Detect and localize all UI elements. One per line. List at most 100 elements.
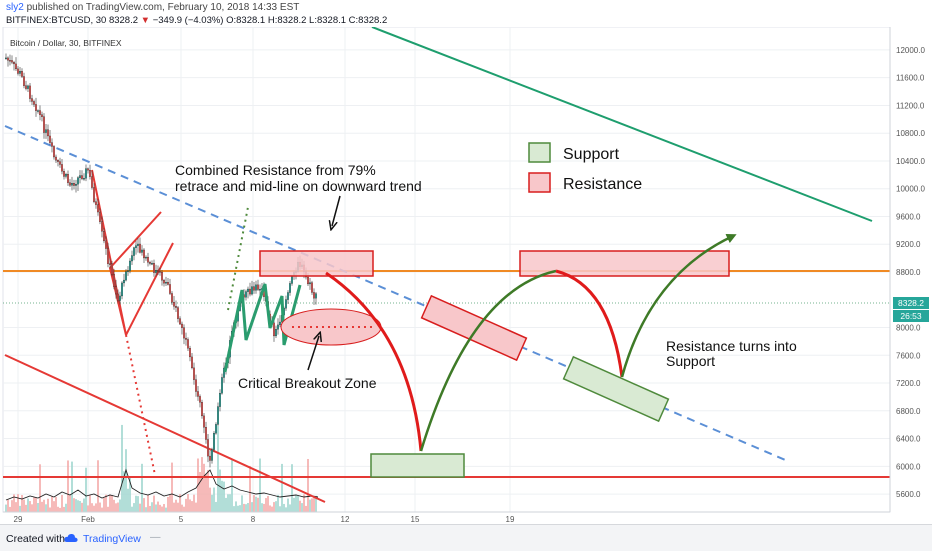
volume-bar (199, 471, 201, 512)
volume-bar (17, 494, 19, 512)
price-tick-label: 6000.0 (896, 462, 921, 471)
volume-bar (193, 494, 195, 512)
volume-bar (263, 503, 265, 512)
long-term-downtrend-line (371, 27, 873, 222)
volume-bar (257, 497, 259, 512)
volume-bar (125, 449, 127, 512)
volume-bar (57, 506, 59, 512)
volume-bar (283, 503, 285, 512)
volume-bar (237, 505, 239, 512)
volume-bar (251, 502, 253, 512)
candle-body (87, 168, 89, 171)
candle-body (173, 302, 175, 307)
candle-body (51, 142, 53, 147)
pennant-lower-line (125, 242, 174, 336)
current-price-tag (893, 297, 929, 309)
volume-bar (83, 498, 85, 512)
volume-bar (89, 495, 91, 512)
lower-trend-line (4, 354, 326, 503)
volume-bar (167, 496, 169, 512)
candle-body (289, 283, 291, 293)
price-axis[interactable]: 12000.0 11600.0 11200.0 10800.0 10400.0 10000… (889, 27, 925, 512)
candle-body (19, 71, 21, 74)
volume-bar (109, 494, 111, 512)
volume-bar (211, 494, 213, 512)
candle-body (163, 280, 165, 284)
candle-body (61, 164, 63, 172)
candle-body (67, 174, 69, 183)
volume-bar (141, 463, 143, 512)
volume-bar (33, 497, 35, 512)
pointer-arrow-resistance (332, 195, 341, 226)
volume-bar (163, 504, 165, 512)
resistance-support-note-line2: Support (666, 353, 715, 369)
support-zone-diagonal (562, 355, 670, 423)
volume-bar (219, 469, 221, 512)
volume-bar (43, 499, 45, 512)
candle-body (13, 62, 15, 65)
price-tick-label: 11200.0 (896, 101, 925, 110)
candle-body (219, 393, 221, 407)
resistance-support-note-line1: Resistance turns into (666, 338, 797, 354)
candle-body (287, 292, 289, 300)
candle-body (39, 110, 41, 115)
red-retest-arc (555, 269, 624, 378)
tradingview-brand-link[interactable]: TradingView (83, 533, 141, 545)
candle-body (277, 324, 279, 330)
volume-bar (21, 495, 23, 512)
candle-body (73, 183, 75, 186)
volume-bar (121, 424, 123, 512)
candle-body (251, 286, 253, 295)
volume-bar (155, 504, 157, 512)
price-tick-label: 11600.0 (896, 74, 925, 83)
candle-body (45, 129, 47, 133)
candle-body (111, 263, 113, 275)
volume-bar (151, 502, 153, 512)
volume-bar (15, 502, 17, 512)
ohlc-values: O:8328.1 H:8328.2 L:8328.1 C:8328.2 (226, 15, 388, 26)
price-chart[interactable]: Bitcoin / Dollar, 30, BITFINEX (0, 27, 932, 524)
time-tick-label: 12 (341, 515, 350, 524)
volume-bar (173, 502, 175, 512)
candle-body (147, 256, 149, 263)
candle-body (199, 396, 201, 403)
volume-bar (131, 506, 133, 512)
volume-bar (295, 495, 297, 512)
volume-bar (185, 498, 187, 512)
volume-bar (137, 496, 139, 512)
volume-bar (99, 502, 101, 512)
price-change: −349.9 (−4.03%) (152, 15, 224, 26)
candle-body (99, 211, 101, 222)
time-axis[interactable]: 29 Feb 5 8 12 15 19 (3, 511, 890, 524)
volume-bar (297, 495, 299, 512)
volume-bar (11, 500, 13, 512)
candle-body (69, 182, 71, 186)
candle-body (105, 240, 107, 249)
green-zigzag-pattern (223, 283, 302, 373)
volume-bar (71, 461, 73, 512)
candle-body (171, 293, 173, 303)
candle-body (43, 116, 45, 133)
author-link[interactable]: sly2 (6, 2, 24, 13)
volume-bar (249, 465, 251, 512)
candle-body (97, 204, 99, 213)
candle-body (185, 337, 187, 340)
volume-bar (233, 506, 235, 512)
candle-body (137, 243, 139, 246)
volume-bar (149, 505, 151, 512)
volume-bar (229, 494, 231, 512)
candle-body (121, 282, 123, 297)
candle-body (167, 282, 169, 285)
time-tick-label: Feb (81, 515, 95, 524)
candle-body (209, 455, 211, 461)
red-drop-arc (325, 271, 423, 452)
footer-bar: Created with TradingView — (0, 524, 932, 551)
volume-bar (93, 505, 95, 512)
candle-body (175, 306, 177, 308)
volume-bar (7, 499, 9, 512)
volume-bar (235, 501, 237, 512)
symbol-label: BITFINEX:BTCUSD, 30 (6, 15, 107, 26)
volume-bar (45, 504, 47, 512)
volume-bar (179, 494, 181, 512)
volume-bar (189, 499, 191, 512)
